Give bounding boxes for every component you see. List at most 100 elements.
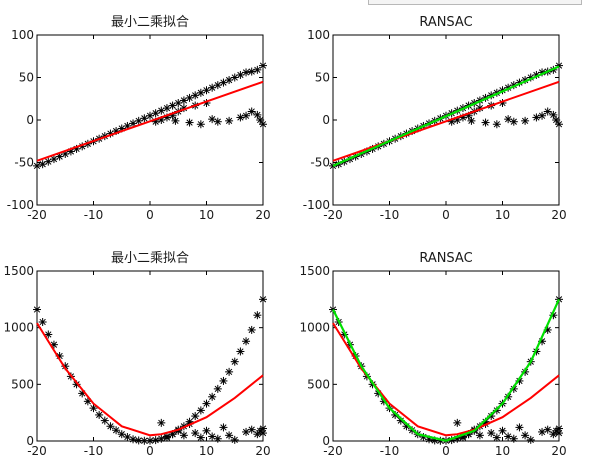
- data-point: [504, 432, 513, 441]
- data-point: [219, 423, 228, 432]
- data-point: [481, 118, 490, 127]
- y-tick-label: -100: [7, 198, 34, 212]
- x-tick-label: 0: [442, 444, 450, 458]
- data-point: [44, 330, 53, 339]
- data-point: [242, 337, 251, 346]
- x-tick-label: 0: [146, 444, 154, 458]
- x-tick-label: 0: [442, 208, 450, 222]
- x-tick-label: 20: [551, 208, 566, 222]
- data-point: [38, 318, 47, 326]
- data-point: [100, 416, 109, 425]
- x-tick-label: -10: [84, 208, 104, 222]
- x-tick-label: -20: [323, 444, 343, 458]
- data-point: [95, 410, 104, 419]
- data-point: [521, 116, 530, 125]
- data-point: [112, 426, 121, 435]
- data-point: [242, 111, 251, 120]
- data-point: [38, 160, 47, 169]
- data-point: [117, 430, 126, 439]
- ransac-fit-line: [332, 65, 560, 167]
- chart-title: 最小二乘拟合: [111, 251, 189, 266]
- least-squares-fit-line: [332, 80, 560, 162]
- data-point: [219, 78, 228, 87]
- y-tick-label: 1500: [3, 264, 34, 278]
- data-point: [236, 113, 245, 122]
- data-point: [242, 68, 251, 77]
- y-tick-label: 50: [19, 71, 34, 85]
- x-tick-label: 0: [146, 208, 154, 222]
- x-tick-label: -10: [84, 444, 104, 458]
- data-point: [555, 429, 563, 438]
- data-point: [526, 435, 535, 444]
- x-tick-label: 10: [495, 444, 510, 458]
- subplot-quadratic-least-squares: 最小二乘拟合 -20 -10 0 10 20 0 500 1000 1500: [3, 251, 270, 458]
- y-tick-label: 1000: [3, 321, 34, 335]
- data-point: [219, 376, 228, 385]
- chart-title: 最小二乘拟合: [111, 15, 189, 30]
- data-point: [225, 76, 234, 85]
- axes-frame: [332, 270, 560, 442]
- data-point: [509, 117, 518, 126]
- y-tick-label: -100: [303, 198, 330, 212]
- data-point: [230, 435, 239, 444]
- subplot-quadratic-ransac: RANSAC -20 -10 0 10 20 0 500 1000 1500: [299, 251, 566, 458]
- data-point: [157, 418, 166, 427]
- data-point: [225, 116, 234, 125]
- least-squares-fit-line: [36, 80, 264, 162]
- x-tick-label: -20: [27, 444, 47, 458]
- data-point: [134, 116, 143, 125]
- data-point: [208, 115, 217, 124]
- data-point: [225, 367, 234, 376]
- y-tick-label: 500: [11, 377, 34, 391]
- data-point: [538, 111, 547, 120]
- data-point: [543, 425, 552, 434]
- data-point: [129, 435, 138, 444]
- data-point: [191, 429, 200, 438]
- data-point: [259, 429, 267, 438]
- x-tick-label: 10: [199, 444, 214, 458]
- data-point: [236, 347, 245, 356]
- toolbar-fragment: [368, 0, 582, 5]
- data-point: [453, 418, 462, 427]
- data-point: [487, 429, 496, 438]
- data-point: [191, 412, 200, 421]
- data-point: [171, 116, 180, 125]
- x-tick-label: -10: [380, 444, 400, 458]
- data-point: [213, 384, 222, 393]
- y-tick-label: 1000: [299, 321, 330, 335]
- data-point: [467, 116, 476, 125]
- y-tick-label: -50: [310, 156, 330, 170]
- x-tick-label: 10: [495, 208, 510, 222]
- y-tick-label: 100: [307, 28, 330, 42]
- data-point: [498, 426, 507, 435]
- chart-title: RANSAC: [419, 251, 472, 266]
- data-point: [196, 406, 205, 415]
- x-tick-label: 20: [255, 208, 270, 222]
- x-tick-label: 10: [199, 208, 214, 222]
- data-point: [475, 431, 484, 440]
- y-tick-label: 0: [26, 434, 34, 448]
- data-point: [196, 433, 205, 442]
- data-point: [532, 113, 541, 122]
- y-tick-label: 0: [322, 434, 330, 448]
- data-point: [259, 120, 267, 129]
- data-point: [162, 433, 171, 442]
- data-point: [504, 115, 513, 124]
- y-tick-label: 100: [11, 28, 34, 42]
- data-point: [259, 61, 267, 70]
- y-tick-label: 1500: [299, 264, 330, 278]
- data-point: [253, 311, 262, 320]
- data-point: [213, 117, 222, 126]
- data-point: [543, 107, 552, 116]
- data-point: [247, 325, 256, 334]
- y-tick-label: -50: [14, 156, 34, 170]
- data-point: [253, 65, 262, 74]
- data-point: [552, 116, 561, 124]
- data-point: [515, 423, 524, 432]
- data-point: [202, 426, 211, 435]
- data-point: [492, 433, 501, 442]
- chart-title: RANSAC: [419, 15, 472, 30]
- x-tick-label: -10: [380, 208, 400, 222]
- data-point: [213, 434, 222, 443]
